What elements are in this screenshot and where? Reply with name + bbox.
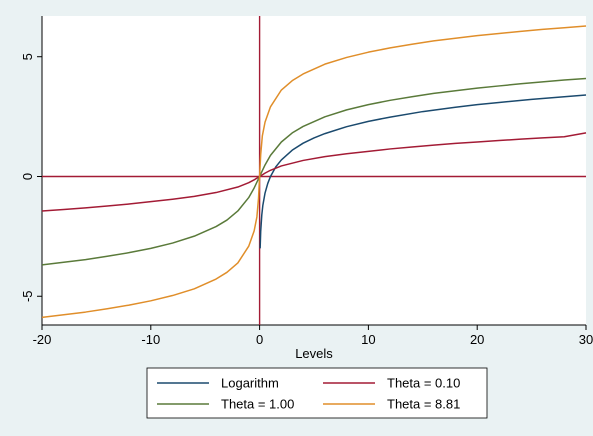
x-tick-label: 0 [256,332,263,347]
axes: -20 -10 0 10 20 30 -5 0 5 [20,16,593,347]
legend: Logarithm Theta = 0.10 Theta = 1.00 Theta =… [146,367,488,419]
legend-box [146,367,488,419]
legend-label: Logarithm [221,376,279,391]
series-line-4 [41,25,587,319]
y-tick-label: 0 [20,173,35,180]
y-tick-label: 5 [20,53,35,60]
x-tick-label: -10 [141,332,160,347]
x-axis-title: Levels [295,346,333,361]
legend-label: Theta = 1.00 [221,397,294,412]
legend-label: Theta = 8.81 [387,397,460,412]
x-tick-label: -20 [33,332,52,347]
series-line-3 [41,77,587,266]
x-tick-label: 30 [579,332,593,347]
series-line-1 [259,94,587,249]
legend-label: Theta = 0.10 [387,376,460,391]
series-layer [41,25,587,319]
x-tick-label: 10 [361,332,375,347]
x-tick-label: 20 [470,332,484,347]
plot-area [42,16,586,325]
y-tick-label: -5 [20,290,35,302]
series-line-2 [41,132,587,212]
